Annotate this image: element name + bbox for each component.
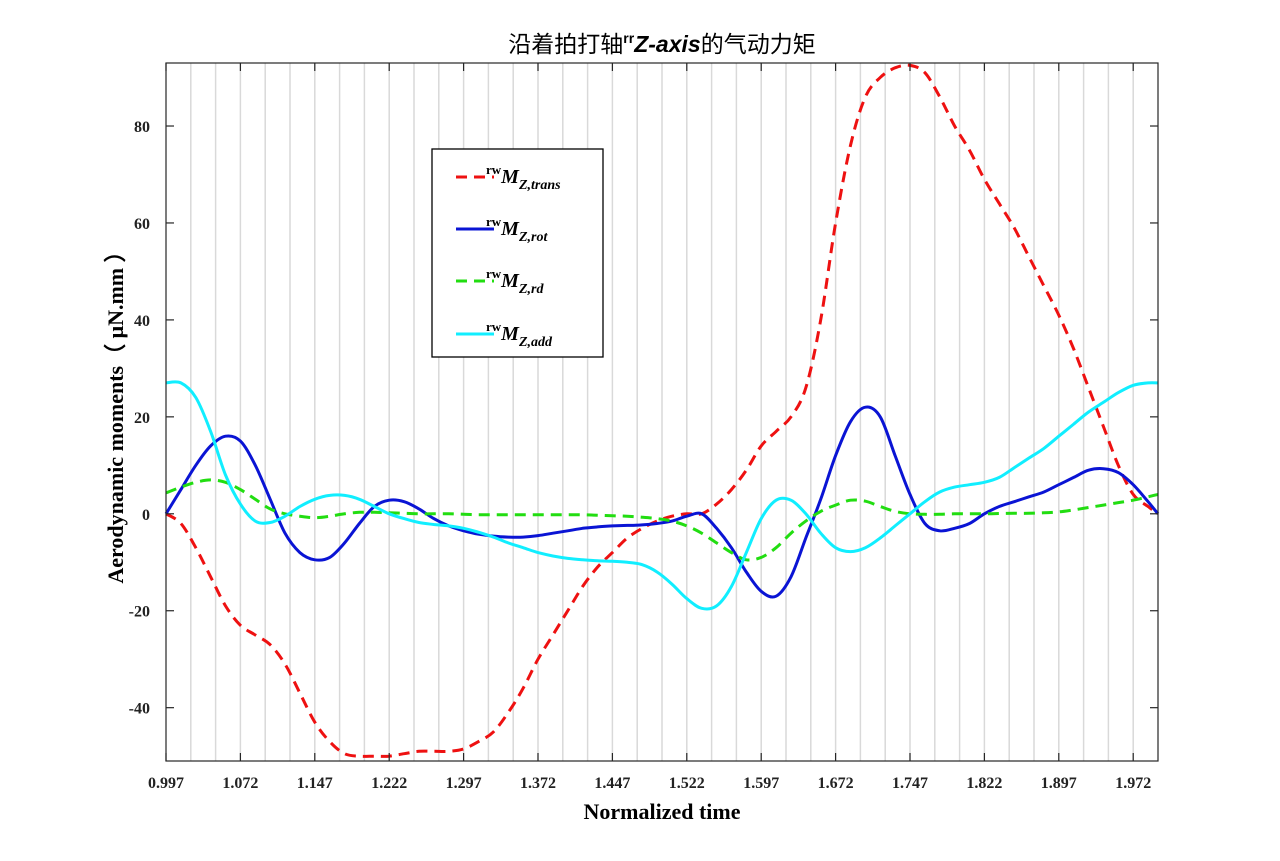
y-tick-label: 0 xyxy=(142,507,150,524)
x-tick-label: 1.822 xyxy=(966,775,1002,792)
x-tick-label: 0.997 xyxy=(148,775,184,792)
legend-label-add: rwMZ,add xyxy=(486,319,553,350)
x-tick-label: 1.147 xyxy=(297,775,333,792)
legend-label-trans: rwMZ,trans xyxy=(486,162,561,193)
chart-title: 沿着拍打轴rrZ-axis的气动力矩 xyxy=(508,30,815,58)
x-axis-label: Normalized time xyxy=(584,799,741,824)
x-tick-label: 1.372 xyxy=(520,775,556,792)
legend-sup: rw xyxy=(486,214,502,229)
x-tick-label: 1.072 xyxy=(222,775,258,792)
x-tick-label: 1.297 xyxy=(446,775,482,792)
y-tick-label: -20 xyxy=(129,604,150,621)
legend-main: M xyxy=(500,218,520,240)
legend-sub: Z,trans xyxy=(518,178,561,193)
legend-label-rd: rwMZ,rd xyxy=(486,266,544,297)
y-tick-label: 20 xyxy=(134,410,150,427)
x-tick-label: 1.972 xyxy=(1115,775,1151,792)
x-tick-label: 1.747 xyxy=(892,775,928,792)
title-suffix: 的气动力矩 xyxy=(701,32,816,58)
title-superscript: rr xyxy=(623,30,634,46)
series-line-trans xyxy=(165,63,1159,758)
y-axis-label: Aerodynamic moments（ μN.mm ） xyxy=(103,240,128,583)
x-tick-label: 1.897 xyxy=(1041,775,1077,792)
legend-label-rot: rwMZ,rot xyxy=(486,214,548,245)
y-tick-label: 80 xyxy=(134,119,150,136)
series-lines xyxy=(164,63,1160,758)
x-tick-label: 1.447 xyxy=(594,775,630,792)
legend-sup: rw xyxy=(486,319,502,334)
series-line-add xyxy=(165,380,1159,611)
series-line-rd xyxy=(165,478,1159,562)
legend-sub: Z,rot xyxy=(518,230,549,245)
legend-sup: rw xyxy=(486,162,502,177)
legend-main: M xyxy=(500,166,520,188)
legend-sub: Z,rd xyxy=(518,282,545,297)
legend-main: M xyxy=(500,270,520,292)
title-axis-name: Z-axis xyxy=(633,31,700,57)
x-tick-label: 1.597 xyxy=(743,775,779,792)
legend-sup: rw xyxy=(486,266,502,281)
y-tick-label: -40 xyxy=(129,701,150,718)
plot-frame xyxy=(165,62,1159,762)
y-tick-label: 60 xyxy=(134,216,150,233)
x-tick-label: 1.522 xyxy=(669,775,705,792)
legend-box xyxy=(431,148,604,358)
x-tick-label: 1.672 xyxy=(818,775,854,792)
legend-sub: Z,add xyxy=(518,335,553,350)
y-tick-label: 40 xyxy=(134,313,150,330)
legend-main: M xyxy=(500,323,520,345)
axis-ticks: 0.997 1.072 1.147 1.222 1.297 1.372 1.447 1.522… xyxy=(129,63,1158,792)
x-tick-label: 1.222 xyxy=(371,775,407,792)
title-prefix: 沿着拍打轴 xyxy=(508,32,623,58)
series-line-rot xyxy=(164,405,1160,599)
